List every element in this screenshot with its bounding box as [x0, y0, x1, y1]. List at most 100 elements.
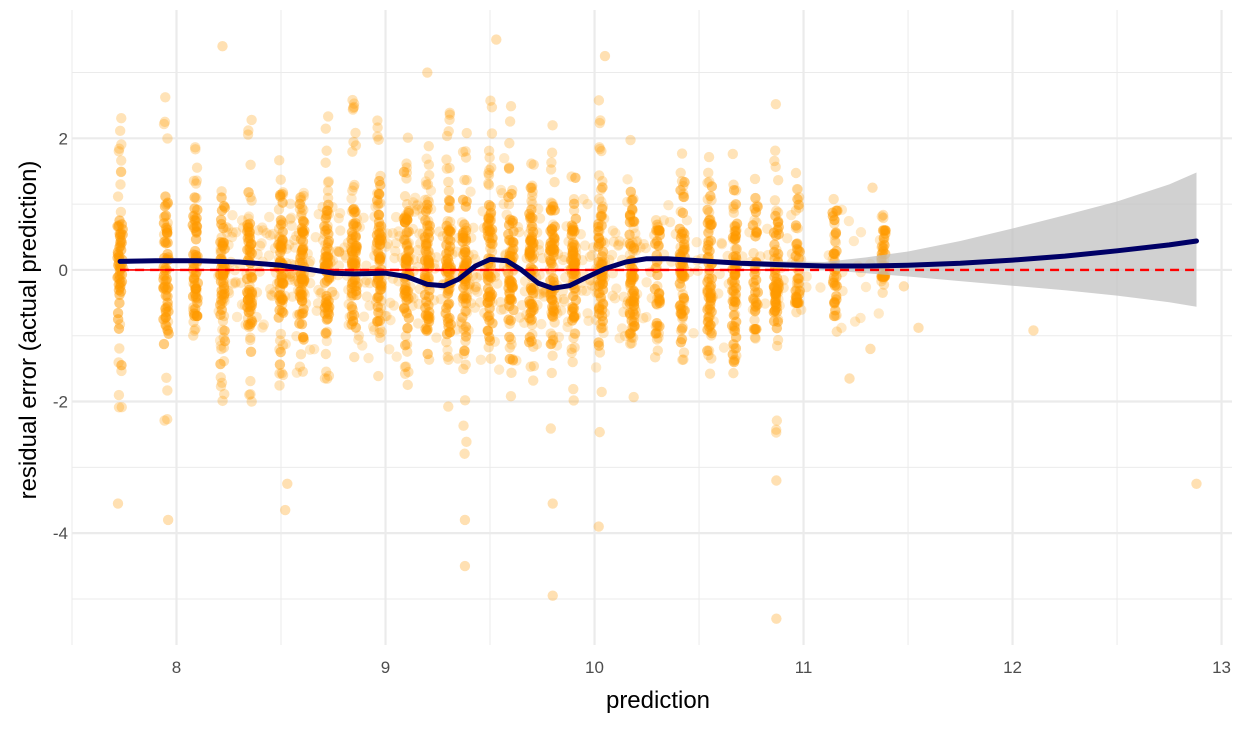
- residual-point: [514, 312, 526, 323]
- residual-point: [190, 178, 202, 189]
- residual-point: [326, 286, 338, 298]
- residual-point: [849, 316, 861, 327]
- residual-point: [459, 244, 470, 255]
- residual-point: [317, 201, 328, 213]
- residual-point: [375, 170, 386, 182]
- residual-point: [772, 334, 784, 346]
- residual-point: [284, 274, 296, 285]
- residual-point: [675, 281, 687, 293]
- residual-point: [190, 292, 201, 304]
- residual-point: [730, 199, 742, 210]
- residual-point: [402, 379, 413, 391]
- residual-point: [434, 226, 445, 237]
- residual-point: [729, 269, 741, 281]
- residual-point: [327, 201, 338, 213]
- residual-point: [468, 249, 479, 260]
- residual-point: [275, 292, 287, 303]
- residual-point: [543, 249, 555, 261]
- residual-point: [597, 175, 608, 187]
- residual-point: [483, 275, 494, 287]
- residual-point: [381, 310, 392, 322]
- residual-point: [568, 226, 579, 238]
- residual-point: [485, 262, 497, 274]
- residual-point: [372, 274, 384, 285]
- residual-point: [624, 279, 636, 291]
- residual-point: [770, 145, 781, 156]
- residual-point: [295, 250, 306, 262]
- residual-point: [460, 321, 472, 332]
- residual-point: [399, 191, 411, 202]
- residual-point: [730, 292, 741, 303]
- residual-point: [722, 250, 733, 262]
- residual-point: [525, 361, 536, 372]
- residual-point: [240, 319, 251, 331]
- residual-point: [703, 151, 715, 163]
- residual-point: [496, 187, 508, 199]
- residual-point: [770, 161, 781, 173]
- residual-point: [534, 213, 546, 224]
- residual-point: [216, 304, 228, 316]
- residual-point: [252, 248, 263, 260]
- residual-point: [762, 223, 773, 234]
- residual-point: [373, 276, 384, 287]
- residual-point: [483, 342, 494, 353]
- residual-point: [461, 436, 472, 448]
- residual-point: [769, 286, 780, 297]
- residual-point: [373, 188, 385, 200]
- residual-point: [625, 338, 636, 349]
- residual-point: [547, 590, 558, 601]
- residual-point: [525, 236, 536, 248]
- residual-point: [683, 266, 695, 278]
- residual-point: [246, 273, 257, 284]
- residual-point: [423, 196, 435, 208]
- residual-point: [245, 191, 256, 203]
- residual-point: [772, 217, 784, 228]
- residual-point: [570, 286, 581, 297]
- residual-point: [728, 310, 740, 321]
- residual-point: [189, 209, 201, 221]
- residual-point: [547, 294, 558, 306]
- residual-point: [291, 367, 303, 378]
- residual-point: [503, 229, 514, 240]
- residual-point: [675, 325, 687, 336]
- residual-point: [325, 257, 336, 268]
- residual-point: [551, 293, 562, 305]
- residual-point: [361, 274, 372, 286]
- residual-point: [284, 213, 296, 225]
- residual-point: [190, 144, 201, 155]
- residual-point: [347, 290, 359, 301]
- residual-point: [115, 166, 127, 178]
- residual-point: [484, 152, 495, 163]
- residual-point: [442, 351, 454, 363]
- residual-point: [279, 504, 291, 516]
- residual-point: [346, 283, 357, 294]
- residual-point: [676, 309, 687, 320]
- residual-point: [570, 172, 581, 183]
- residual-point: [421, 249, 433, 261]
- residual-point: [516, 299, 528, 311]
- residual-point: [253, 225, 264, 236]
- residual-point: [829, 296, 840, 308]
- residual-point: [162, 385, 173, 396]
- residual-point: [461, 307, 473, 318]
- residual-point: [704, 223, 715, 234]
- residual-point: [463, 281, 475, 292]
- residual-point: [759, 298, 771, 309]
- residual-point: [567, 237, 578, 249]
- residual-point: [652, 345, 663, 356]
- residual-point: [113, 146, 125, 157]
- residual-point: [704, 368, 716, 379]
- residual-point: [594, 117, 605, 129]
- residual-point: [189, 192, 200, 203]
- residual-point: [504, 246, 516, 257]
- residual-point: [878, 225, 890, 236]
- residual-point: [401, 198, 413, 210]
- residual-point: [627, 194, 638, 206]
- residual-point: [769, 239, 780, 250]
- residual-point: [706, 330, 717, 341]
- residual-point: [547, 334, 559, 346]
- residual-point: [227, 209, 238, 221]
- residual-point: [479, 307, 490, 318]
- residual-point: [347, 304, 358, 315]
- residual-point: [190, 234, 202, 245]
